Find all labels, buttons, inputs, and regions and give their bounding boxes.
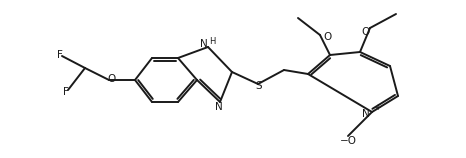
- Text: N: N: [215, 102, 223, 112]
- Text: F: F: [63, 87, 69, 97]
- Text: N: N: [362, 109, 370, 119]
- Text: −O: −O: [340, 136, 356, 146]
- Text: O: O: [107, 74, 115, 84]
- Text: H: H: [209, 36, 215, 46]
- Text: S: S: [256, 81, 262, 91]
- Text: +: +: [374, 103, 380, 112]
- Text: O: O: [361, 27, 369, 37]
- Text: N: N: [200, 39, 208, 49]
- Text: F: F: [57, 50, 63, 60]
- Text: O: O: [324, 32, 332, 42]
